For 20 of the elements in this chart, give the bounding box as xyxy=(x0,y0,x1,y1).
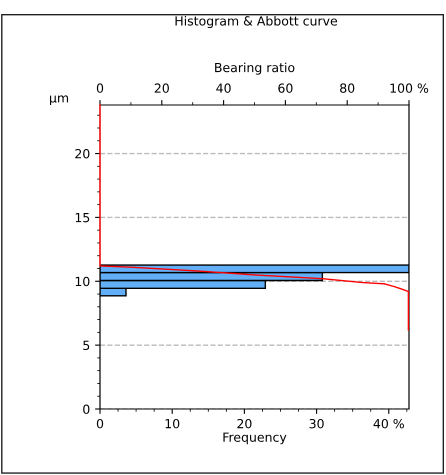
x2-tick-label: 60 xyxy=(278,83,293,93)
x2-tick-label: 80 xyxy=(340,83,354,93)
x-tick-label: 10 xyxy=(166,418,180,428)
x2-tick-label: 20 xyxy=(154,83,169,93)
y-tick-label: 20 xyxy=(75,149,90,158)
x-axis-title: Frequency xyxy=(223,432,286,444)
x2-tick-label: 40 xyxy=(216,83,231,93)
x2-tick-label: 0 xyxy=(96,83,104,93)
x-tick-label: 20 xyxy=(237,418,252,428)
y-axis-title: μm xyxy=(50,95,68,105)
y-tick-label: 15 xyxy=(76,213,90,222)
y-tick-label: 0 xyxy=(83,404,90,414)
y-tick-label: 5 xyxy=(83,340,90,350)
y-tick-label: 10 xyxy=(76,276,90,286)
x2-tick-label: 100 % xyxy=(390,83,428,93)
x-tick-label: 40 % xyxy=(374,418,404,428)
x-tick-label: 0 xyxy=(96,418,104,428)
chart-title: Histogram & Abbott curve xyxy=(176,16,338,28)
x-tick-label: 30 xyxy=(310,418,324,428)
x2-axis-title: Bearing ratio xyxy=(215,62,294,75)
